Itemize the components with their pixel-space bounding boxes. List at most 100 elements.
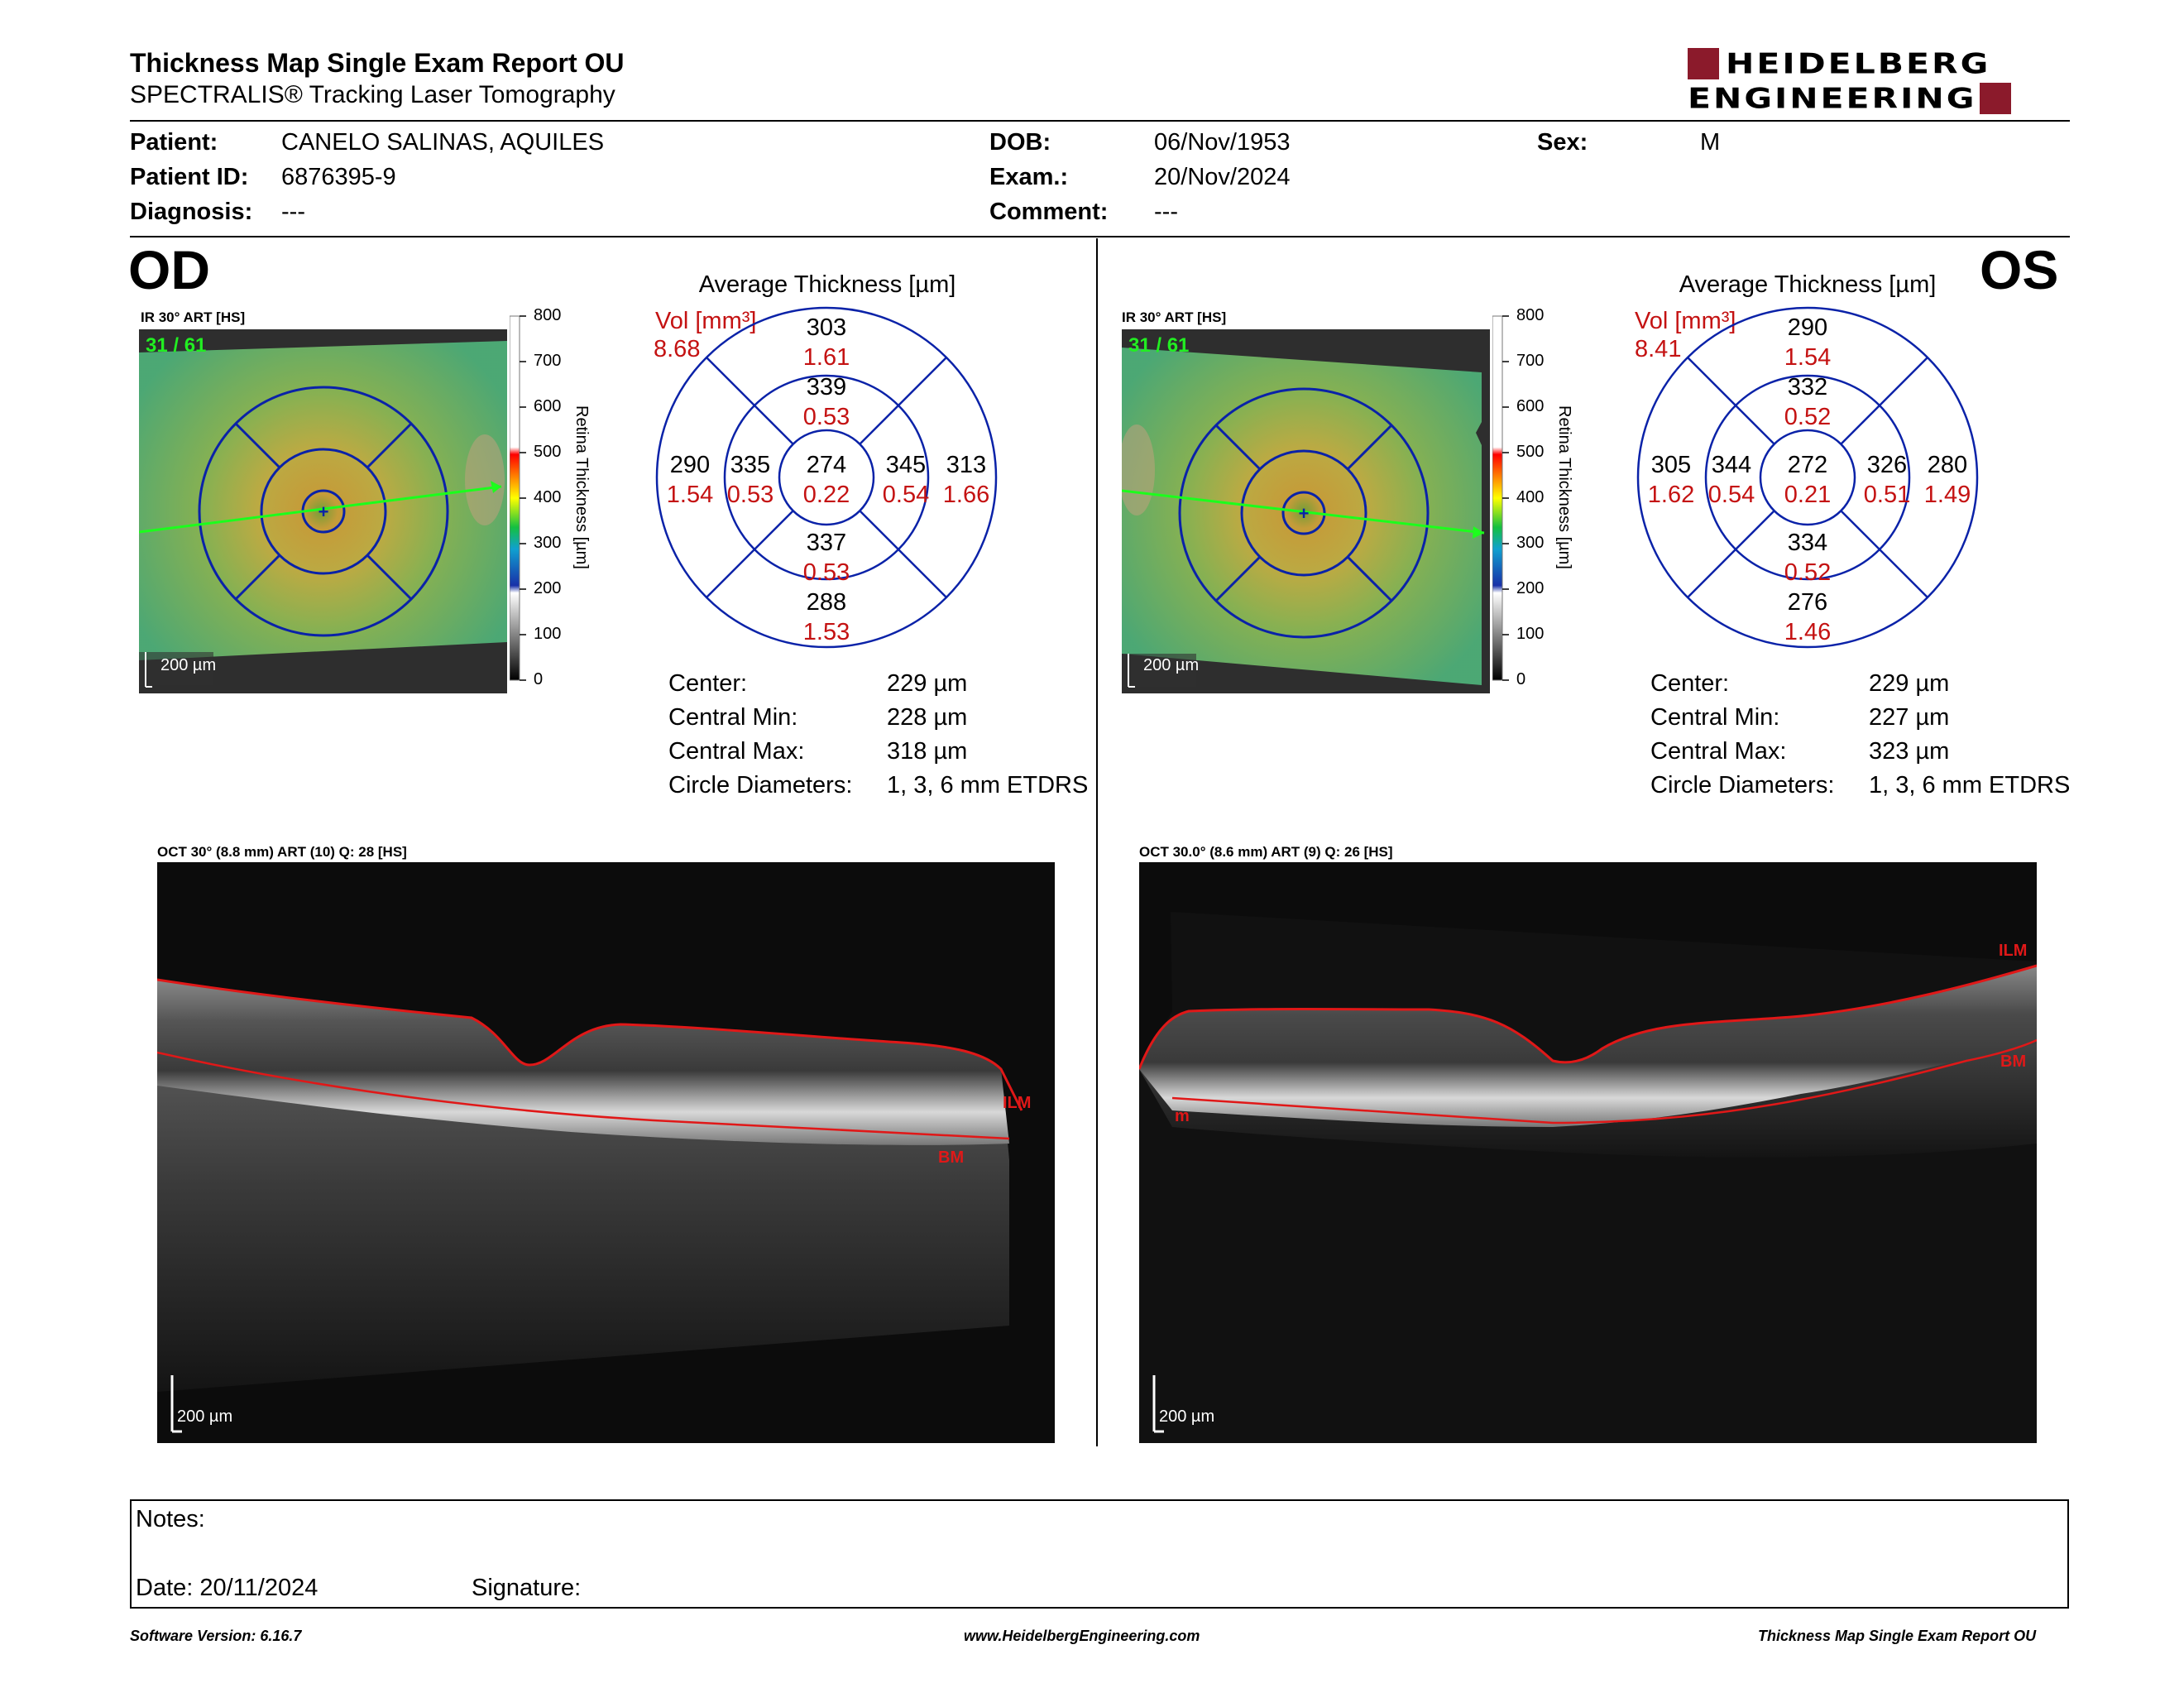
svg-text:+: + (1299, 503, 1310, 524)
od-cb-tick-700: 700 (534, 352, 562, 370)
od-cb-tick-0: 0 (534, 670, 544, 688)
os-ilm-label: ILM (1999, 942, 2028, 960)
os-cb-tick-700: 700 (1516, 352, 1545, 370)
od-central-max-label: Central Max: (668, 738, 805, 765)
od-sector-inner-superior: 339 0.53 (802, 374, 850, 430)
od-central-min-label: Central Min: (668, 704, 798, 731)
diagnosis-value: --- (281, 199, 305, 225)
od-central-max-value: 318 µm (887, 738, 968, 765)
od-oct-bscan (157, 862, 1055, 1443)
od-cb-tick-300: 300 (534, 534, 562, 552)
od-sector-center: 274 0.22 (802, 452, 850, 508)
os-sector-inner-left: 344 0.54 (1707, 452, 1755, 508)
od-bm-label: BM (938, 1149, 965, 1167)
os-oct-bscan (1139, 862, 2037, 1443)
sex-value: M (1700, 129, 1721, 156)
os-sector-outer-right: 280 1.49 (1923, 452, 1971, 508)
od-cb-tick-400: 400 (534, 488, 562, 506)
os-fundus-scale-label: 200 µm (1143, 656, 1200, 674)
os-vol-total: 8.41 (1635, 336, 1682, 362)
footer-software-version: Software Version: 6.16.7 (130, 1628, 302, 1644)
od-sector-inner-inferior: 337 0.53 (802, 530, 850, 586)
os-sector-inner-inferior: 334 0.52 (1784, 530, 1832, 586)
od-circle-diameters-value: 1, 3, 6 mm ETDRS (887, 772, 1089, 798)
eye-divider (1096, 238, 1098, 1446)
os-cb-tick-100: 100 (1516, 625, 1545, 643)
patient-name: CANELO SALINAS, AQUILES (281, 129, 605, 156)
os-grid-title: Average Thickness [µm] (1679, 271, 1937, 298)
os-bm-label: BM (2000, 1053, 2027, 1071)
footer-website-link[interactable]: www.HeidelbergEngineering.com (964, 1628, 1200, 1644)
os-sector-outer-superior: 290 1.54 (1784, 314, 1832, 371)
os-circle-diameters-label: Circle Diameters: (1650, 772, 1835, 798)
os-center-label: Center: (1650, 670, 1730, 697)
od-circle-diameters-label: Circle Diameters: (668, 772, 853, 798)
od-etdrs-grid (655, 300, 1003, 659)
os-etdrs-grid (1636, 300, 1984, 659)
header-divider (130, 120, 2070, 122)
os-sector-outer-left: 305 1.62 (1647, 452, 1695, 508)
os-circle-diameters-value: 1, 3, 6 mm ETDRS (1869, 772, 2071, 798)
patient-id-value: 6876395-9 (281, 164, 396, 190)
os-center-value: 229 µm (1869, 670, 1950, 697)
exam-value: 20/Nov/2024 (1154, 164, 1291, 190)
logo-square-bottom (1980, 83, 2012, 114)
od-cb-tick-800: 800 (534, 306, 562, 324)
sex-label: Sex: (1537, 129, 1588, 156)
os-cb-tick-0: 0 (1516, 670, 1526, 688)
od-sector-outer-left: 290 1.54 (666, 452, 714, 508)
od-cb-tick-500: 500 (534, 443, 562, 461)
od-fundus-scale-label: 200 µm (160, 656, 217, 674)
od-center-label: Center: (668, 670, 748, 697)
os-central-max-label: Central Max: (1650, 738, 1787, 765)
os-thickness-colorbar (1492, 314, 1559, 691)
os-sector-outer-inferior: 276 1.46 (1784, 589, 1832, 645)
od-central-min-value: 228 µm (887, 704, 968, 731)
od-colorbar-axis-label: Retina Thickness [µm] (572, 405, 591, 569)
od-sector-inner-right: 345 0.54 (882, 452, 930, 508)
os-cb-tick-300: 300 (1516, 534, 1545, 552)
od-cb-tick-200: 200 (534, 579, 562, 597)
od-sector-inner-left: 335 0.53 (726, 452, 774, 508)
notes-label: Notes: (136, 1506, 205, 1532)
od-sector-outer-right: 313 1.66 (942, 452, 990, 508)
od-grid-title: Average Thickness [µm] (698, 271, 956, 298)
os-sector-center: 272 0.21 (1784, 452, 1832, 508)
os-cb-tick-600: 600 (1516, 397, 1545, 415)
patient-id-label: Patient ID: (130, 164, 249, 190)
os-central-min-value: 227 µm (1869, 704, 1950, 731)
notes-box (130, 1499, 2069, 1609)
dob-value: 06/Nov/1953 (1154, 129, 1291, 156)
os-sector-inner-superior: 332 0.52 (1784, 374, 1832, 430)
dob-label: DOB: (989, 129, 1051, 156)
os-eye-label: OS (1980, 239, 2059, 300)
os-cb-tick-500: 500 (1516, 443, 1545, 461)
od-thickness-colorbar (509, 314, 576, 691)
os-vol-label: Vol [mm³] (1635, 308, 1736, 334)
od-vol-label: Vol [mm³] (655, 308, 757, 334)
os-cb-tick-400: 400 (1516, 488, 1545, 506)
os-oct-scale-label: 200 µm (1159, 1407, 1215, 1426)
os-colorbar-axis-label: Retina Thickness [µm] (1555, 405, 1573, 569)
exam-label: Exam.: (989, 164, 1069, 190)
od-sector-outer-superior: 303 1.61 (802, 314, 850, 371)
logo-text-line2: ENGINEERING (1688, 82, 1977, 115)
report-title: Thickness Map Single Exam Report OU (130, 48, 625, 78)
footer-report-name: Thickness Map Single Exam Report OU (1758, 1628, 2037, 1644)
os-fundus-title: IR 30° ART [HS] (1122, 309, 1227, 325)
heidelberg-logo: HEIDELBERG ENGINEERING (1688, 46, 2071, 116)
os-central-max-value: 323 µm (1869, 738, 1950, 765)
od-eye-label: OD (128, 239, 210, 300)
diagnosis-label: Diagnosis: (130, 199, 253, 225)
comment-label: Comment: (989, 199, 1109, 225)
od-sector-outer-inferior: 288 1.53 (802, 589, 850, 645)
patient-label: Patient: (130, 129, 218, 156)
od-cb-tick-100: 100 (534, 625, 562, 643)
comment-value: --- (1154, 199, 1178, 225)
os-fundus-map: + (1118, 329, 1490, 698)
os-central-min-label: Central Min: (1650, 704, 1780, 731)
patient-divider (130, 236, 2070, 237)
od-vol-total: 8.68 (654, 336, 701, 362)
od-cb-tick-600: 600 (534, 397, 562, 415)
os-oct-title: OCT 30.0° (8.6 mm) ART (9) Q: 26 [HS] (1139, 844, 1393, 860)
